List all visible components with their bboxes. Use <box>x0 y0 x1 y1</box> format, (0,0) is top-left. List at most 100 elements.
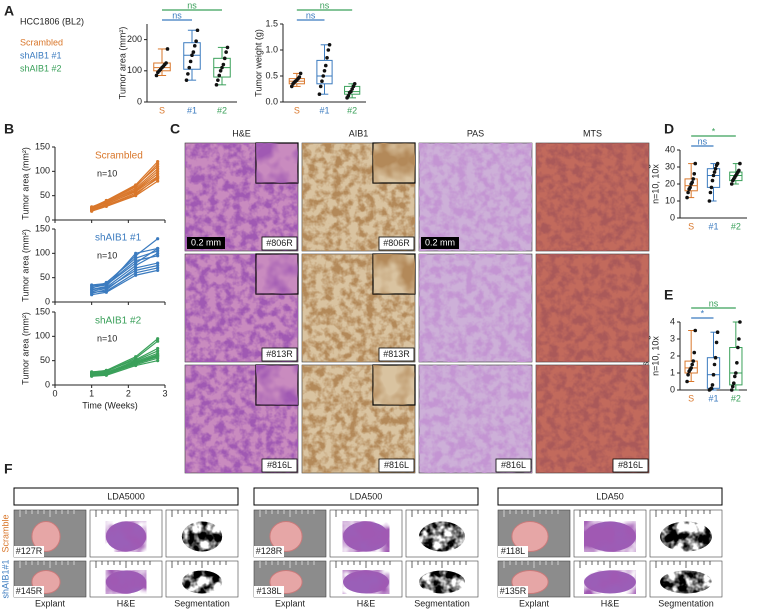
column-header: H&E <box>232 128 251 138</box>
growth-line <box>91 238 159 286</box>
growth-line <box>91 168 159 210</box>
id-box <box>261 458 298 473</box>
group-header: LDA50 <box>596 491 624 501</box>
micrograph-texture <box>536 143 649 251</box>
data-point <box>317 92 322 96</box>
data-point <box>352 82 357 86</box>
data-point <box>738 320 742 324</box>
growth-point <box>104 203 108 207</box>
data-point <box>164 61 168 65</box>
growth-line <box>91 269 158 296</box>
micrograph-texture <box>419 143 532 251</box>
y-tick-label: 0.5 <box>265 70 278 80</box>
data-point <box>327 43 332 47</box>
growth-point <box>156 349 160 353</box>
series-label: Scrambled <box>95 151 143 162</box>
data-point <box>734 371 738 375</box>
growth-point <box>134 261 138 265</box>
x-tick-label: #1 <box>319 105 329 115</box>
data-point <box>186 72 190 76</box>
micrograph-texture <box>536 365 649 473</box>
data-point <box>712 170 717 174</box>
id-box <box>261 347 298 362</box>
growth-line <box>91 347 158 373</box>
y-axis-label: Tumor weight (g) <box>253 29 263 97</box>
inset-texture <box>373 365 415 405</box>
id-box <box>254 546 284 557</box>
growth-point <box>134 193 138 197</box>
data-point <box>692 172 697 176</box>
y-axis-label: n=10, 10x <box>650 164 660 204</box>
growth-point <box>134 358 138 362</box>
box <box>706 168 721 188</box>
id-box <box>498 546 528 557</box>
y-tick-label: 0 <box>45 379 50 389</box>
series-label: shAIB1 #2 <box>95 316 142 327</box>
data-point <box>222 56 227 61</box>
mask-texture <box>660 570 712 594</box>
data-point <box>691 359 696 363</box>
y-tick-label: 100 <box>35 331 50 341</box>
data-point <box>322 69 327 73</box>
data-point <box>736 345 740 350</box>
section-texture <box>584 570 636 594</box>
data-point <box>733 374 737 379</box>
y-tick-label: 0 <box>45 214 50 224</box>
id-box <box>495 458 532 473</box>
column-label: Explant <box>275 598 306 608</box>
y-tick-label: 40 <box>665 144 675 154</box>
legend-item: Scrambled <box>20 37 63 47</box>
growth-line <box>91 175 159 211</box>
data-point <box>713 166 718 171</box>
y-tick-label: 0 <box>670 384 675 394</box>
sample-id: #145R <box>16 586 43 596</box>
growth-point <box>156 339 160 343</box>
data-point <box>224 50 228 54</box>
data-point <box>731 381 736 386</box>
id-box <box>261 236 298 251</box>
growth-point <box>156 261 160 265</box>
id-box <box>14 586 44 597</box>
growth-line <box>91 354 158 375</box>
series-label: shAIB1 #1 <box>95 233 142 244</box>
growth-point <box>104 369 108 373</box>
data-point <box>195 28 200 33</box>
growth-point <box>90 287 94 291</box>
data-point <box>712 362 717 367</box>
y-tick-label: 150 <box>35 306 50 316</box>
growth-line <box>91 264 158 292</box>
x-tick-label: 1 <box>89 388 94 398</box>
y-tick-label: 10 <box>665 195 675 205</box>
data-point <box>729 182 734 186</box>
y-tick-label: 3 <box>670 333 675 343</box>
mask-texture <box>181 570 223 594</box>
data-point <box>165 47 170 51</box>
data-point <box>715 161 720 166</box>
growth-point <box>156 268 160 272</box>
data-point <box>686 190 690 195</box>
growth-point <box>134 268 138 272</box>
section-texture <box>584 521 636 552</box>
y-axis-label: Tumor area (mm²) <box>20 147 30 220</box>
section-texture <box>342 521 390 552</box>
data-point <box>221 62 226 67</box>
data-point <box>216 78 220 82</box>
growth-point <box>134 259 138 263</box>
x-tick-label: S <box>688 393 694 403</box>
growth-point <box>156 337 160 341</box>
growth-line <box>91 176 159 212</box>
column-header: MTS <box>583 128 602 138</box>
data-point <box>693 161 698 166</box>
significance-label: ns <box>306 10 316 20</box>
sample-id: #806R <box>383 238 410 248</box>
id-box <box>612 458 649 473</box>
data-point <box>188 59 193 64</box>
x-tick-label: #1 <box>708 393 718 403</box>
y-tick-label: 0 <box>137 96 142 106</box>
sample-id: #816L <box>267 460 292 470</box>
y-tick-label: 100 <box>35 166 50 176</box>
sample-id: #118L <box>501 546 525 556</box>
y-axis-label: Tumor area (mm²) <box>117 27 127 100</box>
growth-point <box>134 190 138 194</box>
x-tick-label: 3 <box>162 388 167 398</box>
